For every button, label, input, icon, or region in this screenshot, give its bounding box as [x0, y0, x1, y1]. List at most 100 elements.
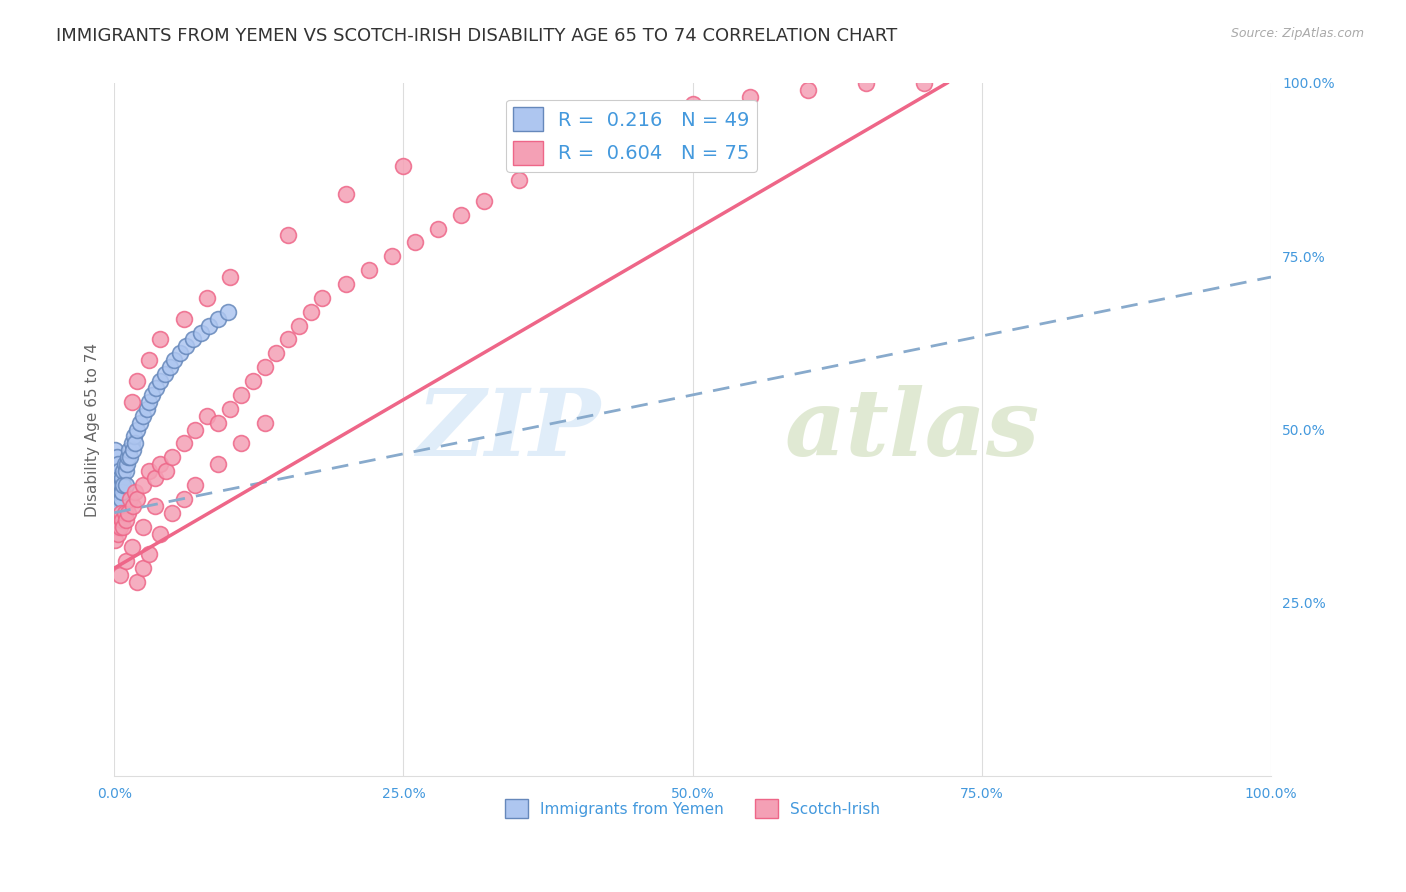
Point [138, 394, 160, 409]
Point [108, 471, 131, 485]
Point [104, 471, 127, 485]
Point [149, 526, 172, 541]
Point [149, 333, 172, 347]
Point [108, 491, 131, 506]
Point [912, 76, 935, 90]
Point [141, 388, 163, 402]
Point [190, 326, 212, 340]
Point [121, 436, 143, 450]
Point [173, 436, 195, 450]
Point [217, 304, 239, 318]
Text: Source: ZipAtlas.com: Source: ZipAtlas.com [1230, 27, 1364, 40]
Point [107, 471, 129, 485]
Point [543, 152, 565, 166]
Point [105, 519, 128, 533]
Point [173, 311, 195, 326]
Point [450, 208, 472, 222]
Point [143, 471, 166, 485]
Point [105, 464, 128, 478]
Point [124, 436, 146, 450]
Point [427, 221, 450, 235]
Point [117, 506, 139, 520]
Point [104, 533, 127, 548]
Point [121, 394, 143, 409]
Point [218, 401, 240, 416]
Point [163, 353, 186, 368]
Point [335, 186, 357, 201]
Point [135, 401, 157, 416]
Point [132, 478, 155, 492]
Text: ZIP: ZIP [416, 384, 600, 475]
Point [288, 318, 311, 333]
Point [145, 381, 167, 395]
Point [143, 499, 166, 513]
Point [231, 388, 253, 402]
Point [108, 499, 131, 513]
Point [121, 443, 143, 458]
Point [120, 491, 142, 506]
Point [138, 464, 160, 478]
Point [160, 450, 183, 465]
Point [682, 96, 704, 111]
Point [159, 360, 181, 375]
Point [128, 416, 150, 430]
Point [184, 478, 207, 492]
Point [335, 277, 357, 291]
Point [127, 575, 149, 590]
Point [110, 491, 132, 506]
Point [174, 339, 197, 353]
Point [508, 173, 530, 187]
Point [127, 423, 149, 437]
Point [264, 346, 287, 360]
Point [111, 485, 134, 500]
Point [149, 374, 172, 388]
Point [184, 423, 207, 437]
Point [218, 270, 240, 285]
Point [112, 464, 135, 478]
Point [132, 409, 155, 423]
Point [108, 568, 131, 582]
Point [404, 235, 426, 250]
Point [114, 457, 136, 471]
Point [122, 429, 145, 443]
Point [108, 513, 131, 527]
Point [357, 263, 380, 277]
Text: atlas: atlas [785, 384, 1040, 475]
Point [105, 478, 128, 492]
Point [207, 416, 229, 430]
Point [110, 506, 132, 520]
Point [160, 506, 183, 520]
Point [623, 111, 645, 125]
Point [107, 457, 129, 471]
Point [242, 374, 264, 388]
Point [231, 436, 253, 450]
Point [105, 450, 128, 465]
Point [173, 491, 195, 506]
Y-axis label: Disability Age 65 to 74: Disability Age 65 to 74 [86, 343, 100, 516]
Point [195, 291, 218, 305]
Point [110, 478, 132, 492]
Point [253, 416, 276, 430]
Point [277, 333, 299, 347]
Point [169, 346, 191, 360]
Point [253, 360, 276, 375]
Point [107, 526, 129, 541]
Point [207, 311, 229, 326]
Point [121, 541, 143, 555]
Point [111, 513, 134, 527]
Point [198, 318, 221, 333]
Point [578, 131, 600, 145]
Point [124, 485, 146, 500]
Point [195, 409, 218, 423]
Point [117, 450, 139, 465]
Point [127, 491, 149, 506]
Point [138, 547, 160, 561]
Point [104, 443, 127, 458]
Point [207, 457, 229, 471]
Point [132, 561, 155, 575]
Point [112, 478, 135, 492]
Point [108, 485, 131, 500]
Point [299, 304, 322, 318]
Point [132, 519, 155, 533]
Point [115, 457, 138, 471]
